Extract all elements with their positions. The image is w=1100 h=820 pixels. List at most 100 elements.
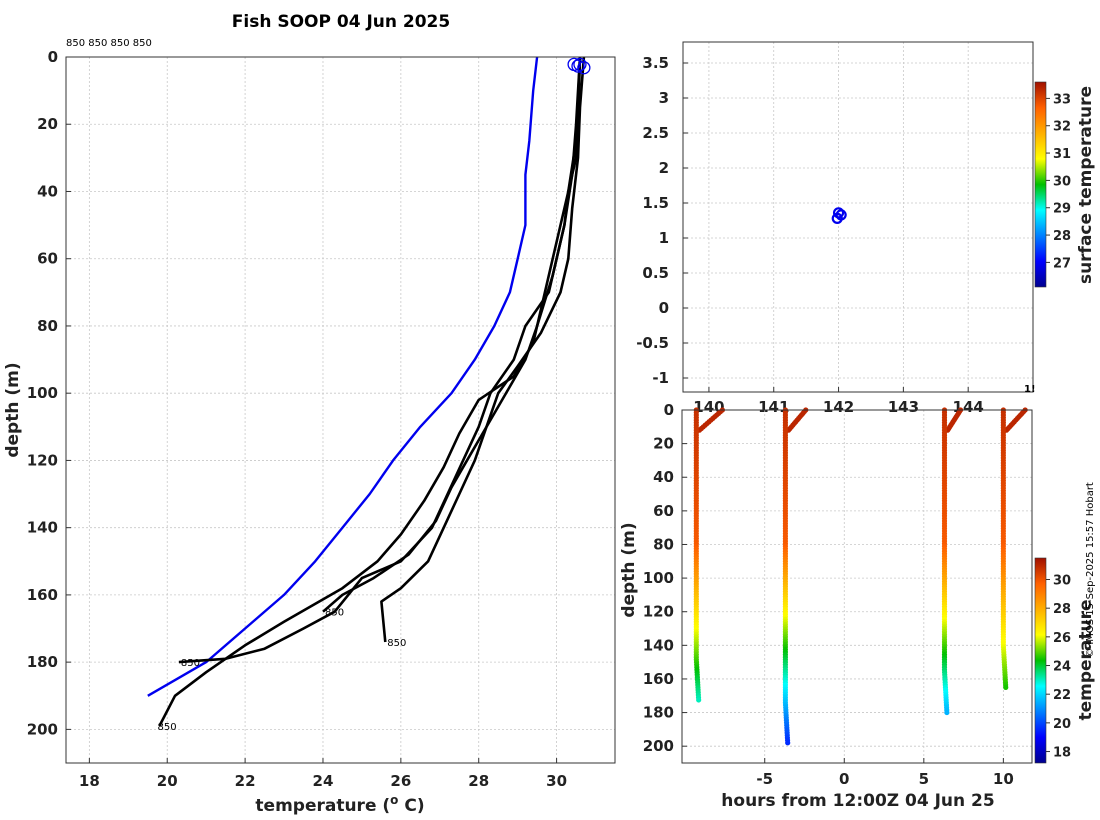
position-panel: 140 141 142 143 144 3.532.521.510.50-0.5-1 1… xyxy=(636,41,1096,416)
cast xyxy=(693,407,726,703)
position-frame xyxy=(682,41,1034,393)
cast-point xyxy=(944,709,950,716)
y-tick-label: 0 xyxy=(48,48,58,66)
map-x-tick-label: 143 xyxy=(888,398,919,416)
profile-2-line xyxy=(380,56,586,643)
profile-frame xyxy=(65,56,616,764)
surface-colorbar-tick-label: 28 xyxy=(1053,229,1071,244)
section-y-tick-label: 180 xyxy=(643,704,674,722)
surface-colorbar-label: surface temperature xyxy=(1076,86,1096,284)
section-y-tick-label: 160 xyxy=(643,670,674,688)
section-x-tick-label: -5 xyxy=(756,770,773,788)
section-x-tick-label: 10 xyxy=(993,770,1014,788)
map-y-tick-label: -0.5 xyxy=(636,334,669,352)
surface-colorbar-tick-label: 33 xyxy=(1053,92,1071,107)
map-y-tick-label: 2 xyxy=(659,159,669,177)
surface-colorbar-tick-label: 30 xyxy=(1053,174,1071,189)
map-y-tick-label: 3 xyxy=(659,89,669,107)
y-tick-label: 160 xyxy=(27,586,58,604)
section-panel: -5 0 5 10 0 20 40 60 80 100 120 140 160 180 200 hours… xyxy=(619,401,1096,811)
corner-label: 1! xyxy=(1024,384,1036,395)
x-tick-label: 30 xyxy=(546,772,567,790)
surface-marker xyxy=(577,61,591,75)
map-y-tick-label: 1 xyxy=(659,229,669,247)
map-y-tick-label: -1 xyxy=(652,369,669,387)
temperature-colorbar-tick-label: 30 xyxy=(1053,574,1071,589)
section-y-tick-label: 20 xyxy=(653,435,674,453)
y-tick-label: 100 xyxy=(27,384,58,402)
temperature-colorbar-tick-label: 28 xyxy=(1053,602,1071,617)
y-tick-label: 200 xyxy=(27,720,58,738)
y-tick-label: 60 xyxy=(37,250,58,268)
top-note: 850 850 850 850 xyxy=(66,38,152,49)
temperature-colorbar-tick-label: 22 xyxy=(1053,688,1071,703)
section-y-tick-label: 140 xyxy=(643,636,674,654)
profile-label: 850 xyxy=(158,722,177,733)
section-y-tick-label: 40 xyxy=(653,468,674,486)
section-y-tick-label: 200 xyxy=(643,737,674,755)
map-x-tick-label: 140 xyxy=(693,398,724,416)
surface-colorbar-tick-label: 32 xyxy=(1053,120,1071,135)
profile-1-line xyxy=(178,56,582,664)
y-tick-label: 80 xyxy=(37,317,58,335)
y-axis-label: depth (m) xyxy=(3,362,23,457)
section-y-axis-label: depth (m) xyxy=(619,522,639,617)
x-tick-label: 28 xyxy=(468,772,489,790)
section-frame xyxy=(681,409,1033,764)
map-y-tick-label: 0 xyxy=(659,299,669,317)
profile-3-line xyxy=(322,56,582,613)
map-y-tick-label: 2.5 xyxy=(642,124,669,142)
cast-point xyxy=(1003,684,1009,690)
cast xyxy=(782,407,809,746)
surface-colorbar-tick-label: 27 xyxy=(1053,256,1071,271)
temperature-colorbar xyxy=(1034,557,1047,764)
section-y-tick-label: 60 xyxy=(653,502,674,520)
temperature-colorbar-tick-label: 18 xyxy=(1053,746,1071,761)
temperature-colorbar-tick-label: 20 xyxy=(1053,717,1071,732)
map-x-tick-label: 142 xyxy=(823,398,854,416)
profile-label: 850 xyxy=(325,608,344,619)
position-marker xyxy=(835,209,847,221)
cast-point xyxy=(785,740,791,746)
surface-colorbar xyxy=(1034,81,1047,288)
profile-4-line xyxy=(158,56,582,727)
temperature-colorbar-tick-label: 26 xyxy=(1053,631,1071,646)
y-tick-label: 20 xyxy=(37,115,58,133)
credit-text: © IMOS 15-Sep-2025 15:57 Hobart xyxy=(1085,482,1096,658)
x-tick-label: 26 xyxy=(390,772,411,790)
x-tick-label: 18 xyxy=(79,772,100,790)
section-y-tick-label: 120 xyxy=(643,603,674,621)
y-tick-label: 140 xyxy=(27,519,58,537)
section-x-tick-label: 0 xyxy=(839,770,849,788)
map-y-tick-label: 3.5 xyxy=(642,54,669,72)
map-y-tick-label: 0.5 xyxy=(642,264,669,282)
x-axis-label: temperature (o C) xyxy=(255,793,424,816)
profile-label: 850 xyxy=(387,638,406,649)
y-tick-label: 180 xyxy=(27,653,58,671)
section-y-tick-label: 100 xyxy=(643,569,674,587)
chart-title: Fish SOOP 04 Jun 2025 xyxy=(232,12,450,32)
y-tick-label: 120 xyxy=(27,451,58,469)
cast xyxy=(1000,407,1028,690)
position-marker xyxy=(832,207,845,219)
climatology-line xyxy=(147,56,539,697)
map-x-tick-label: 141 xyxy=(758,398,789,416)
profile-panel: Fish SOOP 04 Jun 2025 850 850 850 850 85… xyxy=(3,12,616,816)
temperature-colorbar-label: temperature xyxy=(1076,599,1096,720)
x-tick-label: 20 xyxy=(157,772,178,790)
section-y-tick-label: 80 xyxy=(653,535,674,553)
section-x-tick-label: 5 xyxy=(919,770,929,788)
cast xyxy=(941,407,964,716)
x-tick-label: 24 xyxy=(313,772,334,790)
section-y-tick-label: 0 xyxy=(664,401,674,419)
surface-colorbar-tick-label: 31 xyxy=(1053,147,1071,162)
cast-point xyxy=(696,697,702,703)
surface-marker xyxy=(571,59,585,73)
profile-label: 850 xyxy=(181,658,200,669)
x-tick-label: 22 xyxy=(235,772,256,790)
y-tick-label: 40 xyxy=(37,182,58,200)
section-x-axis-label: hours from 12:00Z 04 Jun 25 xyxy=(721,791,994,811)
surface-marker xyxy=(573,57,587,72)
map-y-tick-label: 1.5 xyxy=(642,194,669,212)
